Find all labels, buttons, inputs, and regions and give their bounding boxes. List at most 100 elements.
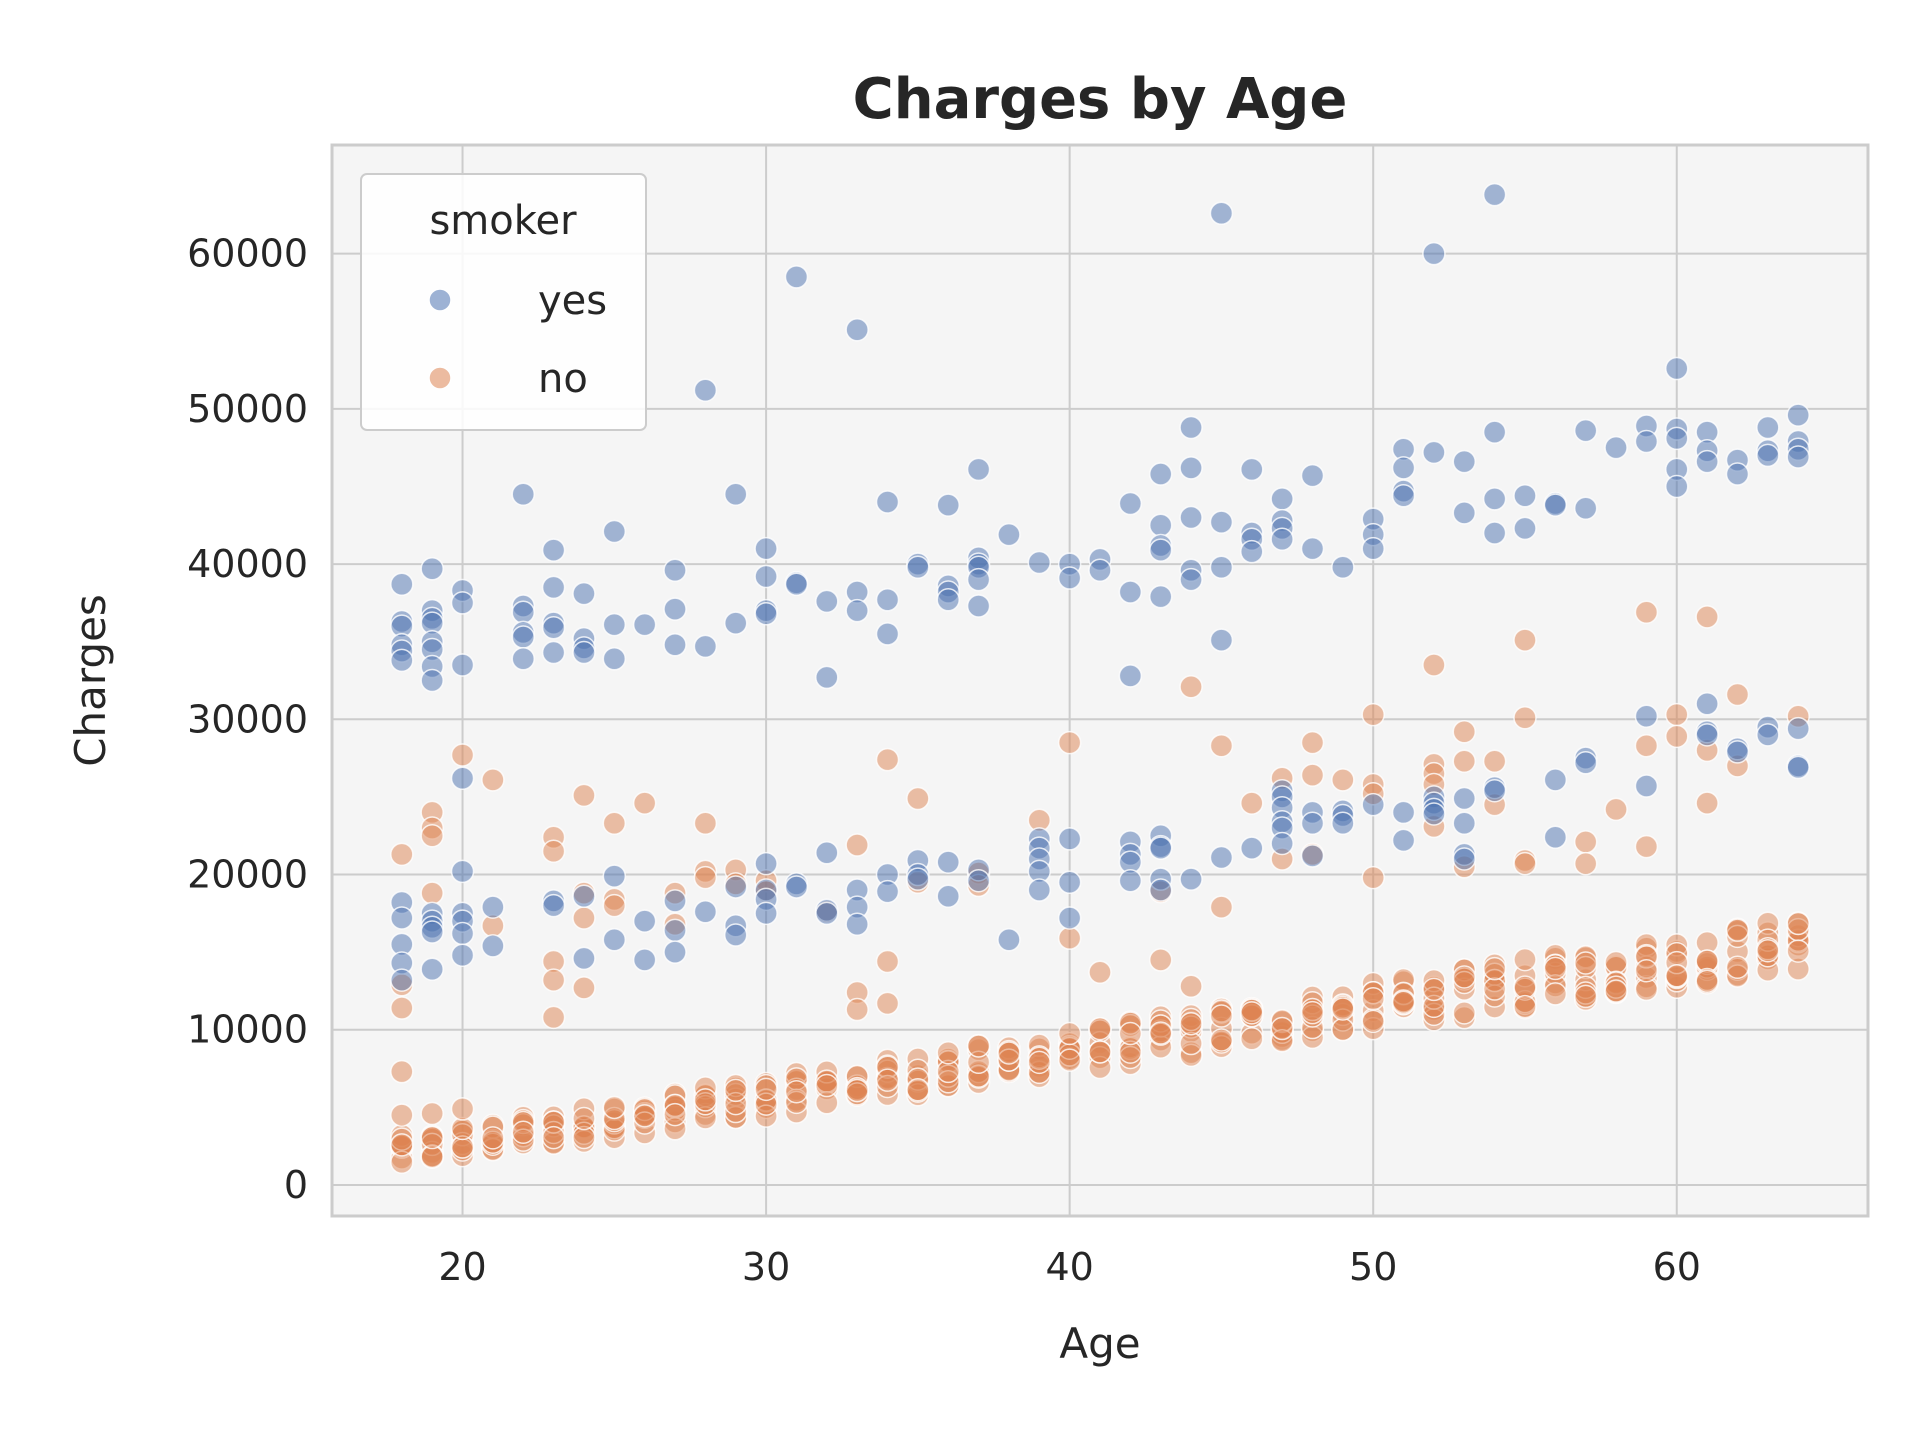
data-point-yes — [1452, 786, 1477, 811]
legend-label-yes: yes — [538, 278, 607, 324]
data-point-yes — [1057, 870, 1082, 895]
data-point-no — [602, 811, 627, 836]
data-point-no — [541, 1125, 566, 1150]
data-point-yes — [906, 555, 930, 579]
data-point-no — [390, 842, 414, 867]
data-point-no — [1209, 733, 1234, 758]
data-point-yes — [1027, 878, 1052, 902]
data-point-no — [1361, 987, 1385, 1011]
data-point-yes — [450, 766, 475, 791]
data-point-no — [1482, 749, 1507, 773]
data-point-yes — [450, 921, 475, 946]
data-point-no — [1725, 918, 1750, 942]
data-point-no — [1452, 719, 1477, 744]
legend-label-no: no — [538, 356, 588, 402]
data-point-yes — [1391, 800, 1416, 825]
data-point-yes — [1422, 802, 1446, 826]
data-point-no — [693, 865, 718, 890]
data-point-no — [1665, 964, 1689, 988]
data-point-yes — [663, 633, 687, 657]
data-point-yes — [1482, 487, 1507, 511]
data-point-yes — [1422, 241, 1446, 266]
data-point-no — [663, 1102, 687, 1127]
data-point-yes — [1300, 844, 1325, 868]
data-point-no — [390, 1059, 414, 1084]
data-point-yes — [420, 556, 444, 581]
y-tick-label: 40000 — [187, 542, 308, 586]
y-tick-label: 60000 — [187, 232, 308, 276]
data-point-yes — [541, 615, 566, 640]
data-point-no — [1452, 965, 1477, 989]
x-tick-label: 30 — [742, 1245, 790, 1289]
data-point-yes — [1513, 484, 1537, 508]
data-point-yes — [815, 589, 839, 614]
data-point-yes — [1179, 505, 1203, 530]
data-point-no — [1391, 990, 1416, 1014]
data-point-yes — [1179, 456, 1203, 480]
data-point-yes — [1452, 449, 1477, 474]
data-point-yes — [754, 564, 778, 589]
data-point-yes — [1300, 536, 1325, 561]
data-point-yes — [1148, 584, 1173, 609]
data-point-no — [1148, 1021, 1173, 1045]
data-point-yes — [420, 957, 444, 981]
data-point-yes — [815, 665, 839, 690]
data-point-no — [390, 1133, 414, 1157]
data-point-no — [1240, 1027, 1264, 1051]
data-point-yes — [541, 538, 566, 562]
data-point-no — [1179, 1011, 1203, 1036]
data-point-yes — [845, 317, 869, 342]
data-point-yes — [754, 536, 778, 561]
legend-box — [360, 173, 647, 431]
data-point-yes — [723, 923, 748, 947]
data-point-no — [1634, 959, 1659, 983]
data-point-yes — [1725, 462, 1750, 486]
data-point-yes — [693, 378, 718, 402]
data-point-yes — [966, 567, 991, 592]
data-point-no — [1027, 1050, 1052, 1075]
data-point-yes — [420, 920, 444, 944]
data-point-yes — [1240, 457, 1264, 482]
data-point-no — [1209, 1004, 1234, 1028]
data-point-no — [754, 1077, 778, 1102]
data-point-yes — [1786, 445, 1810, 469]
data-point-no — [1240, 1001, 1264, 1025]
data-point-no — [1452, 749, 1477, 773]
data-point-yes — [481, 895, 505, 919]
data-point-no — [1786, 939, 1810, 963]
data-point-yes — [754, 602, 778, 626]
data-point-yes — [784, 265, 809, 289]
data-point-yes — [875, 622, 900, 646]
data-point-yes — [511, 600, 535, 624]
data-point-no — [1179, 1031, 1203, 1056]
data-point-no — [602, 1095, 627, 1120]
y-tick-label: 20000 — [187, 853, 308, 897]
data-point-yes — [1634, 774, 1659, 798]
data-point-yes — [693, 900, 718, 924]
data-point-no — [1513, 851, 1537, 876]
data-point-no — [1543, 982, 1568, 1006]
data-point-yes — [511, 482, 535, 506]
data-point-yes — [390, 572, 414, 597]
data-point-yes — [1148, 462, 1173, 486]
data-point-yes — [1057, 906, 1082, 930]
data-point-yes — [1027, 550, 1052, 575]
data-point-no — [875, 991, 900, 1016]
data-point-yes — [815, 841, 839, 865]
data-point-no — [1604, 979, 1628, 1003]
data-point-yes — [1179, 567, 1203, 592]
data-point-yes — [541, 640, 566, 665]
data-point-yes — [390, 906, 414, 930]
x-tick-label: 40 — [1045, 1245, 1093, 1289]
data-point-yes — [723, 482, 748, 506]
data-point-no — [481, 1126, 505, 1150]
data-point-yes — [1057, 827, 1082, 851]
data-point-yes — [1786, 755, 1810, 780]
data-point-yes — [1482, 521, 1507, 545]
data-point-yes — [602, 612, 627, 637]
data-point-no — [1331, 1017, 1355, 1042]
data-point-no — [1573, 951, 1598, 975]
data-point-yes — [1725, 740, 1750, 764]
data-point-yes — [1756, 443, 1780, 468]
data-point-yes — [450, 943, 475, 967]
